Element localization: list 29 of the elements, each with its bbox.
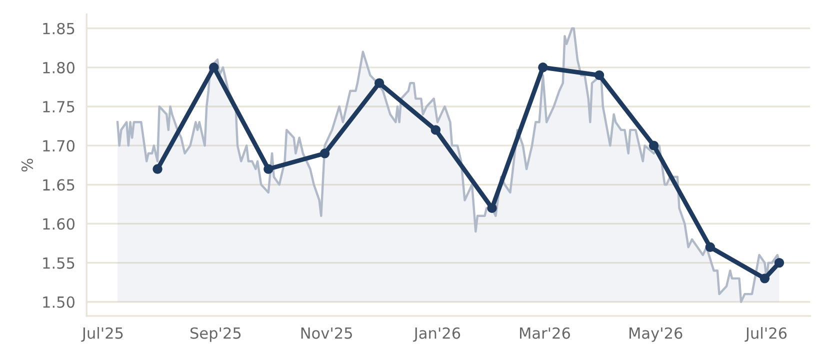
x-tick-label: Nov'25 (301, 327, 352, 339)
x-tick-label: Mar'26 (520, 327, 570, 339)
point (705, 242, 716, 252)
x-tick-label: Jul'25 (81, 327, 123, 342)
point (430, 125, 441, 135)
x-tick-label: Jan'26 (413, 327, 460, 342)
y-tick-label: 1.60 (43, 218, 74, 230)
point (760, 274, 770, 284)
y-tick-label: 1.50 (43, 296, 74, 308)
point (487, 203, 497, 213)
point (774, 258, 784, 268)
x-tick-label: Jul'26 (744, 327, 787, 342)
y-tick-label: 1.55 (43, 257, 74, 269)
point (594, 70, 604, 80)
x-tick-label: May'26 (630, 327, 682, 342)
point (209, 62, 219, 72)
y-tick-label: 1.70 (43, 140, 74, 152)
point (538, 62, 548, 72)
point (320, 148, 330, 158)
point (374, 78, 384, 88)
point (648, 140, 659, 150)
point (152, 164, 162, 174)
y-axis-title: % (21, 158, 33, 172)
x-tick-label: Sep'25 (190, 327, 241, 342)
y-tick-label: 1.85 (43, 22, 74, 34)
y-tick-label: 1.65 (43, 179, 74, 191)
y-tick-label: 1.75 (43, 101, 74, 113)
point (264, 164, 274, 174)
y-tick-label: 1.80 (43, 62, 74, 74)
